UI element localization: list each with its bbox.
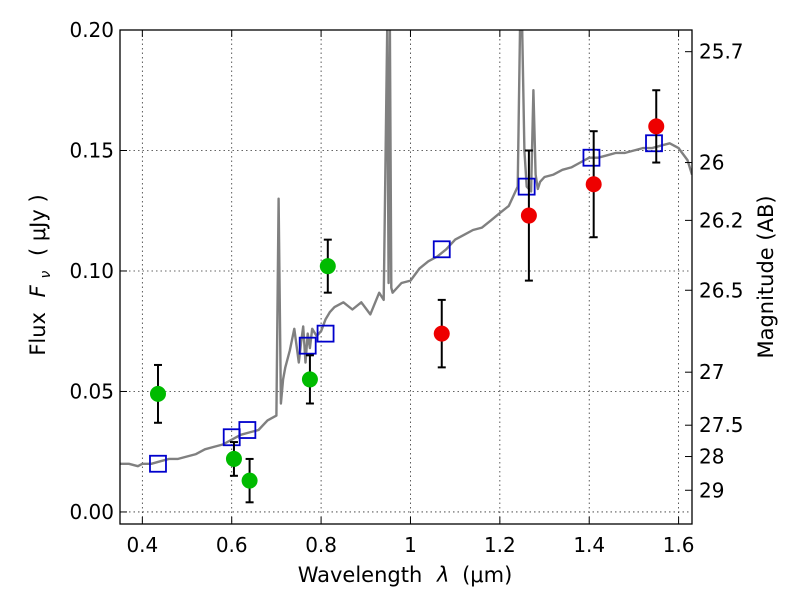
y2-tick-label: 25.7 bbox=[699, 40, 744, 64]
plot-area bbox=[120, 30, 692, 504]
model-flux-square bbox=[432, 240, 451, 259]
x-tick-label: 0.4 bbox=[126, 533, 158, 557]
x-axis-label-unit: (μm) bbox=[462, 563, 512, 587]
x-tick-label: 1 bbox=[404, 533, 417, 557]
observed-flux-point bbox=[149, 385, 166, 402]
axes-frame bbox=[119, 29, 693, 525]
x-axis-label-symbol: λ bbox=[436, 563, 449, 587]
observed-flux-point bbox=[648, 118, 665, 135]
y-tick-label: 0.10 bbox=[69, 259, 114, 283]
x-tick-label: 1.2 bbox=[484, 533, 516, 557]
y-tick-label: 0.00 bbox=[69, 500, 114, 524]
x-tick-label: 0.8 bbox=[305, 533, 337, 557]
model-flux-square bbox=[316, 324, 335, 343]
model-spectrum-line bbox=[120, 30, 692, 468]
model-flux-square bbox=[582, 148, 601, 167]
observed-flux-point bbox=[433, 325, 450, 342]
x-tick-label: 1.4 bbox=[573, 533, 605, 557]
observed-flux-point bbox=[241, 472, 258, 489]
model-flux-square bbox=[517, 177, 536, 196]
y-tick-label: 0.20 bbox=[69, 18, 114, 42]
observed-flux-point bbox=[585, 176, 602, 193]
y-tick-label: 0.05 bbox=[69, 379, 114, 403]
x-tick-label: 0.6 bbox=[216, 533, 248, 557]
y2-tick-label: 26.5 bbox=[699, 278, 744, 302]
y2-axis-label: Magnitude (AB) bbox=[754, 195, 778, 358]
axis-ticks: 0.4 0.6 0.8 1 1.2 1.4 1.6 0.00 0.05 0.10 0.15 0.20 2… bbox=[69, 18, 743, 557]
y2-tick-label: 28 bbox=[699, 445, 724, 469]
observed-flux-point bbox=[301, 371, 318, 388]
x-axis-label: Wavelength λ (μm) bbox=[298, 563, 513, 587]
y-tick-label: 0.15 bbox=[69, 138, 114, 162]
y2-tick-label: 29 bbox=[699, 478, 724, 502]
y-axis-label-subscript: ν bbox=[38, 271, 54, 279]
y-axis-label-unit: ( μJy ) bbox=[26, 194, 50, 256]
y2-tick-label: 27.5 bbox=[699, 413, 744, 437]
y2-tick-label: 26.2 bbox=[699, 208, 744, 232]
model-flux-square bbox=[645, 134, 663, 153]
model-flux-square bbox=[298, 336, 317, 355]
y-axis-label-prefix: Flux bbox=[26, 312, 50, 356]
y2-tick-label: 26 bbox=[699, 151, 724, 175]
y2-tick-label: 27 bbox=[699, 360, 724, 384]
observed-flux-point bbox=[225, 450, 242, 467]
model-flux-square bbox=[149, 454, 167, 473]
x-axis-label-prefix: Wavelength bbox=[298, 563, 423, 587]
x-tick-label: 1.6 bbox=[663, 533, 695, 557]
y-axis-label: Flux F ν ( μJy ) bbox=[26, 194, 55, 355]
model-flux-square bbox=[238, 421, 257, 439]
y-axis-label-symbol: F bbox=[26, 284, 50, 297]
observed-flux-point bbox=[319, 258, 336, 275]
observed-flux-point bbox=[520, 207, 537, 224]
